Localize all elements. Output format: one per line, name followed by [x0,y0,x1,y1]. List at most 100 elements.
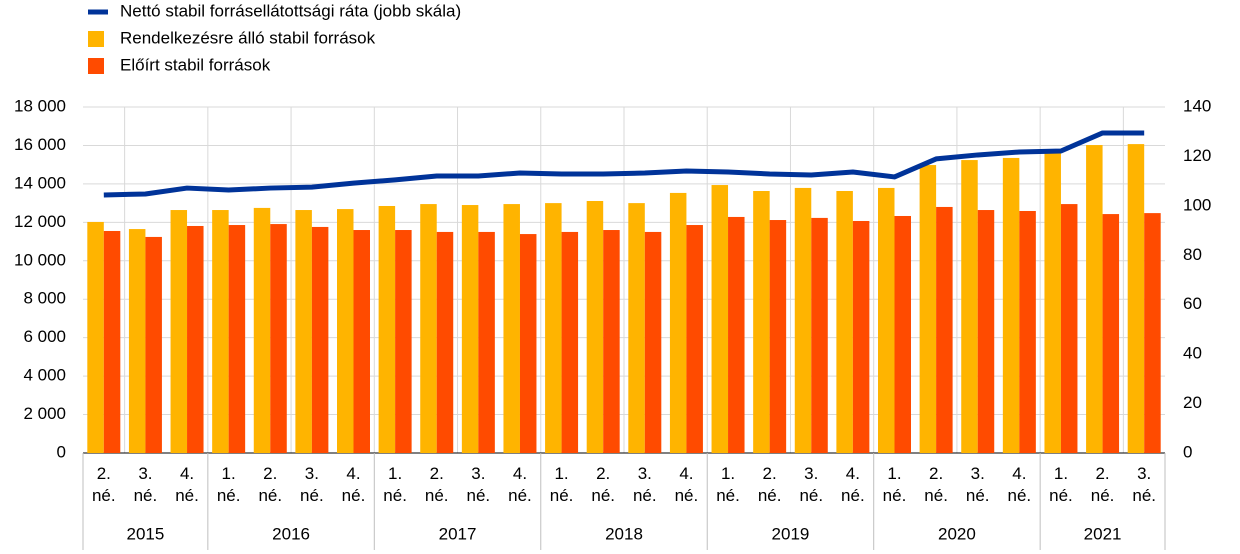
bar [436,231,454,453]
line [103,130,1145,198]
x-tick-label: 1. né. [216,464,241,505]
legend-swatch [88,31,104,47]
bar [961,160,978,453]
bar [603,230,620,453]
y-tick-label: 12 000 [14,212,66,231]
bar [295,210,312,453]
year-label: 2017 [439,524,477,543]
bar [711,185,729,453]
y-tick-label: 16 000 [14,135,66,154]
bar [728,216,745,453]
x-tick-label: 3. né. [133,464,158,505]
y2-tick-label: 20 [1183,393,1202,412]
year-label: 2020 [938,524,976,543]
bar [794,187,812,454]
bar [1002,157,1020,453]
bar [103,230,121,453]
bar [1019,210,1036,453]
bar [836,191,853,454]
bar [145,236,162,453]
x-tick-label: 3. né. [632,464,657,505]
x-tick-label: 3. né. [965,464,990,505]
bar [1044,151,1061,453]
bar [1127,144,1145,454]
bar [669,192,687,453]
x-tick-label: 4. né. [1007,464,1032,505]
bar [1060,204,1078,453]
bar [1086,145,1103,453]
bar [644,231,662,453]
y2-tick-label: 80 [1183,245,1202,264]
y-tick-label: 18 000 [14,96,66,115]
y-tick-label: 10 000 [14,250,66,269]
bar [1102,214,1120,453]
x-tick-label: 3. né. [1132,464,1156,505]
x-tick-label: 3. né. [466,464,491,505]
bar [311,226,329,453]
x-tick-label: 2. né. [91,464,116,505]
x-tick-label: 2. né. [258,464,283,505]
bar [353,230,370,453]
bar [519,234,537,453]
x-tick-label: 2. né. [424,464,449,505]
bar [852,220,870,453]
legend-label: Előírt stabil források [120,55,271,74]
year-label: 2021 [1084,524,1122,543]
x-tick-label: 2. né. [757,464,782,505]
y2-tick-label: 0 [1183,442,1192,461]
bar [420,204,437,453]
x-tick-label: 4. né. [674,464,699,505]
y2-tick-label: 40 [1183,344,1202,363]
x-tick-label: 2. né. [924,464,948,505]
bar [936,206,953,453]
year-label: 2015 [127,524,165,543]
bar [128,229,146,453]
x-tick-label: 1. né. [882,464,907,505]
bar [919,165,937,453]
x-tick-label: 2. né. [591,464,615,505]
legend-label: Rendelkezésre álló stabil források [120,28,376,47]
y-tick-label: 2 000 [23,404,66,423]
x-tick-label: 1. né. [1049,464,1073,505]
x-tick-label: 4. né. [841,464,865,505]
bar [378,205,396,453]
bar [561,231,579,453]
bar [894,215,911,453]
bar [270,224,287,453]
legend-swatch [88,58,104,74]
y2-tick-label: 100 [1183,195,1211,214]
bar [753,191,770,454]
year-label: 2019 [772,524,810,543]
bar [811,217,828,453]
bar [87,221,104,453]
y2-tick-label: 120 [1183,146,1211,165]
bar [878,187,895,454]
y-tick-label: 0 [57,442,66,461]
bar [1144,213,1161,453]
bar [212,210,229,453]
x-tick-label: 3. né. [300,464,324,505]
y2-tick-label: 60 [1183,294,1202,313]
x-tick-label: 3. né. [799,464,824,505]
x-tick-label: 1. né. [549,464,574,505]
bar [228,225,246,453]
x-tick-label: 4. né. [175,464,199,505]
bar [253,207,271,453]
bar [187,225,204,453]
bar [686,225,703,453]
bar [628,203,645,453]
x-tick-label: 4. né. [508,464,532,505]
bar [769,220,787,453]
bar [977,210,995,453]
y-tick-label: 14 000 [14,173,66,192]
bar [337,209,354,453]
y2-tick-label: 140 [1183,96,1211,115]
y-tick-label: 4 000 [23,366,66,385]
x-tick-label: 2. né. [1090,464,1115,505]
x-tick-label: 1. né. [716,464,740,505]
bar [461,205,479,453]
year-label: 2018 [605,524,643,543]
y-tick-label: 6 000 [23,327,66,346]
